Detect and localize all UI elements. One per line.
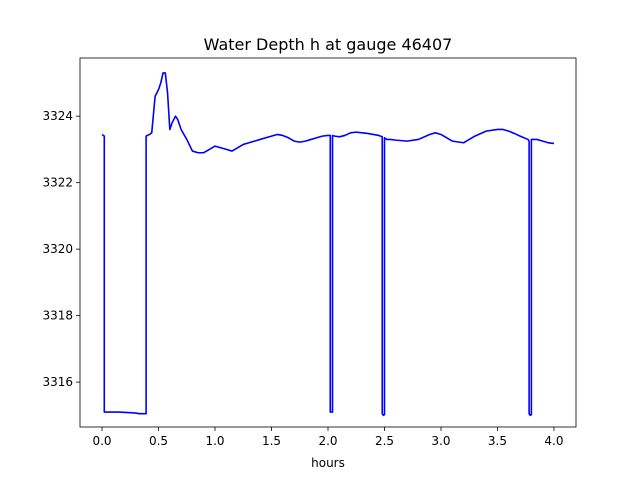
x-tick-label: 1.0 [205, 434, 224, 448]
x-tick-label: 0.0 [92, 434, 111, 448]
x-tick-label: 0.5 [149, 434, 168, 448]
x-tick-label: 1.5 [262, 434, 281, 448]
x-tick-label: 4.0 [544, 434, 563, 448]
x-axis-label: hours [311, 456, 345, 470]
x-tick-label: 2.5 [375, 434, 394, 448]
y-tick-label: 3324 [42, 109, 73, 123]
x-tick-label: 3.0 [431, 434, 450, 448]
chart-title: Water Depth h at gauge 46407 [204, 35, 453, 54]
x-tick-label: 3.5 [488, 434, 507, 448]
plot-area: 0.0 0.5 1.0 1.5 2.0 2.5 3.0 3.5 4.0 3316 3318 3320 3… [42, 57, 577, 448]
series-line-0 [101, 72, 555, 417]
y-tick-label: 3320 [42, 242, 73, 256]
y-tick-label: 3318 [42, 309, 73, 323]
x-tick-label: 2.0 [318, 434, 337, 448]
y-tick-label: 3316 [42, 375, 73, 389]
y-tick-label: 3322 [42, 176, 73, 190]
axes-frame [79, 57, 577, 428]
